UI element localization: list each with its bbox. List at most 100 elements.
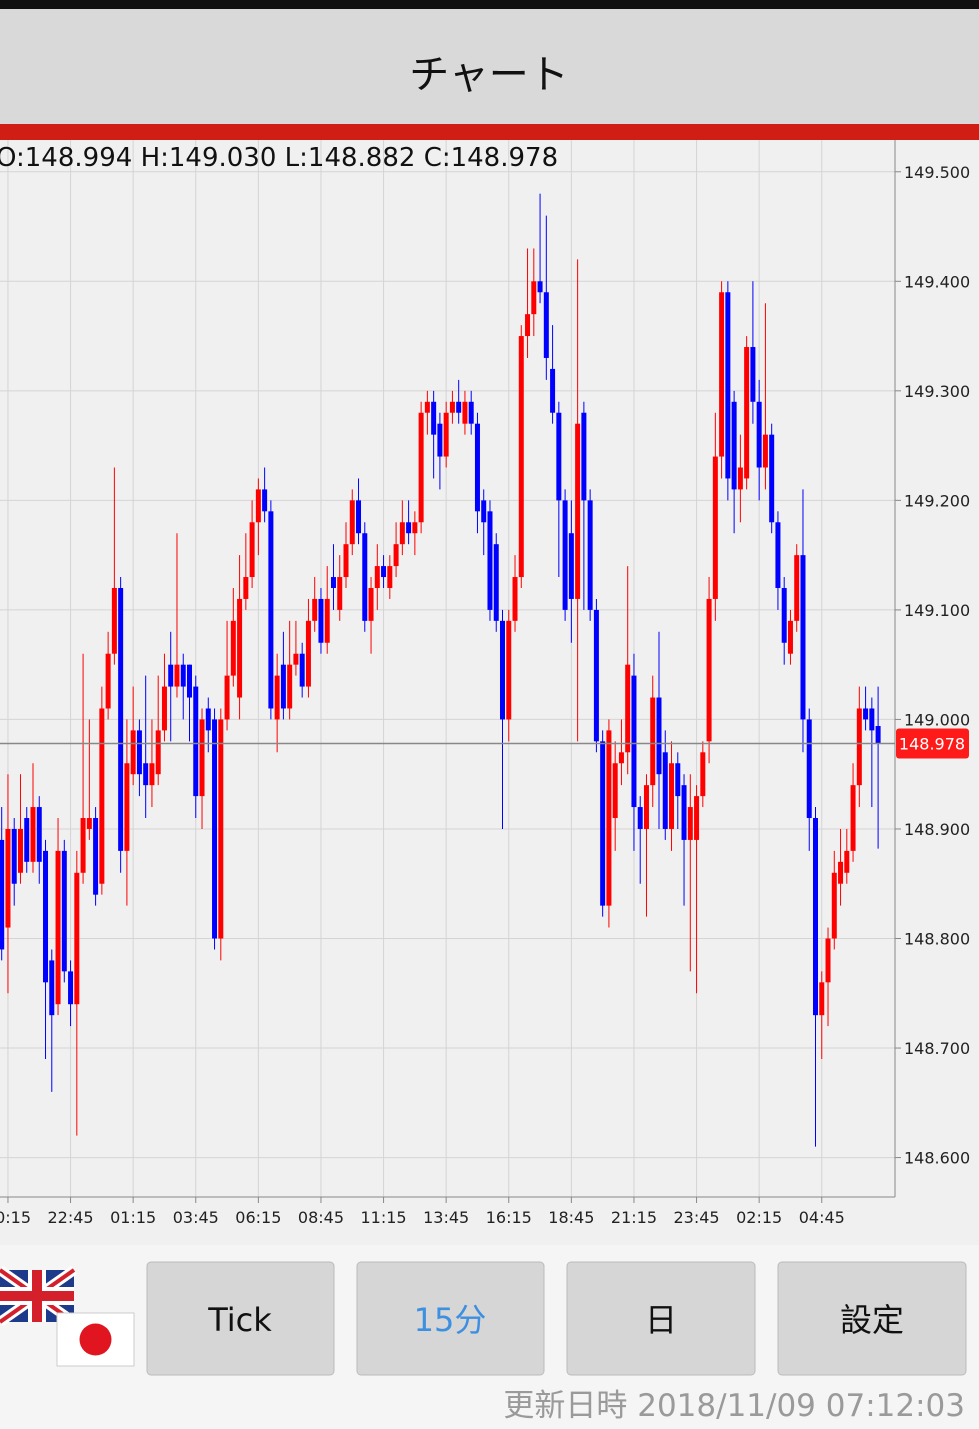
y-tick-label: 149.000 [904,710,970,729]
button-label[interactable]: 設定 [840,1301,904,1339]
update-time: 更新日時 2018/11/09 07:12:03 [503,1388,965,1424]
candle-body [161,686,167,731]
candle-body [349,500,355,545]
candle-body [237,598,243,698]
x-tick-label: 01:15 [110,1208,156,1227]
candle-body [324,598,330,643]
button-settings[interactable]: 設定 [777,1261,967,1376]
last-price-label: 148.978 [899,735,965,754]
candle-body [174,664,180,687]
candle-body [856,708,862,786]
y-tick-label: 148.700 [904,1039,970,1058]
candle-body [850,785,856,851]
candle-body [43,850,49,983]
candle-body [312,598,318,621]
x-tick-label: 23:45 [674,1208,720,1227]
candle-body [863,708,869,720]
candle-body [456,401,462,413]
button-label[interactable]: 日 [645,1301,677,1339]
candle-body [712,456,718,599]
candle-body [719,292,725,457]
candle-body [274,675,280,720]
candle-body [368,587,374,621]
candle-body [493,544,499,621]
candle-body [262,489,268,512]
chart-area [0,140,979,1245]
candle-body [525,314,531,337]
candle-body [744,347,750,479]
candle-body [656,697,662,775]
candle-body [618,752,624,764]
candle-body [612,763,618,819]
candle-body [0,839,5,950]
candle-body [531,281,537,315]
chart: 148.600 148.700 148.800 148.900 149.000 149.1… [0,140,970,1227]
candle-body [731,401,737,490]
y-tick-label: 149.300 [904,382,970,401]
x-tick-label: 08:45 [298,1208,344,1227]
candle-body [662,752,668,829]
candle-body [449,401,455,413]
update-label: 更新日時 [503,1388,627,1424]
candle-body [17,828,23,873]
button-label[interactable]: 15分 [414,1301,487,1339]
candle-body [550,368,556,413]
candle-body [800,555,806,720]
candle-body [806,719,812,819]
flag-japan [56,1312,135,1367]
candle-body [568,533,574,599]
candle-body [756,401,762,468]
update-timestamp: 2018/11/09 07:12:03 [637,1388,965,1424]
candle-body [725,292,731,479]
button-label[interactable]: Tick [207,1301,272,1339]
candle-body [55,850,61,1005]
button-15min[interactable]: 15分 [356,1261,545,1376]
candle-body [180,664,186,687]
candle-body [243,577,249,599]
ohlc-high: H:149.030 [141,143,277,173]
candle-body [143,763,149,786]
candle-body [374,566,380,588]
candle-body [762,434,768,468]
candle-body [500,620,505,720]
x-tick-label: 21:15 [611,1208,657,1227]
x-tick-label: 13:45 [423,1208,469,1227]
candle-body [318,598,324,643]
candle-body [769,434,775,523]
button-tick[interactable]: Tick [146,1261,335,1376]
ohlc-low: L:148.882 [285,143,416,173]
accent-bar [0,124,979,140]
candle-body [412,522,418,534]
candle-body [875,726,881,744]
screen-title: チャート [409,52,569,98]
candle-body [650,697,656,786]
candle-body [487,511,493,610]
candle-body [437,423,443,457]
candle-body [36,807,42,862]
ohlc-close: C:148.978 [424,143,558,173]
candle-body [105,653,111,709]
candle-body [424,401,430,413]
candle-body [230,620,236,676]
candle-body [706,598,712,742]
button-day[interactable]: 日 [566,1261,756,1376]
candle-body [587,500,593,610]
candle-body [481,500,487,523]
candle-body [30,807,36,862]
candle-body [130,730,136,775]
candle-body [750,347,756,402]
candle-body [406,522,412,534]
candle-body [205,708,211,731]
candle-body [637,807,643,829]
candle-body [212,719,218,939]
candle-body [199,719,205,797]
candle-body [681,785,687,840]
y-tick-label: 148.900 [904,820,970,839]
candle-body [687,807,693,840]
candle-body [844,850,850,873]
candle-body [356,500,362,534]
candle-body [249,522,255,578]
candle-body [700,752,706,797]
